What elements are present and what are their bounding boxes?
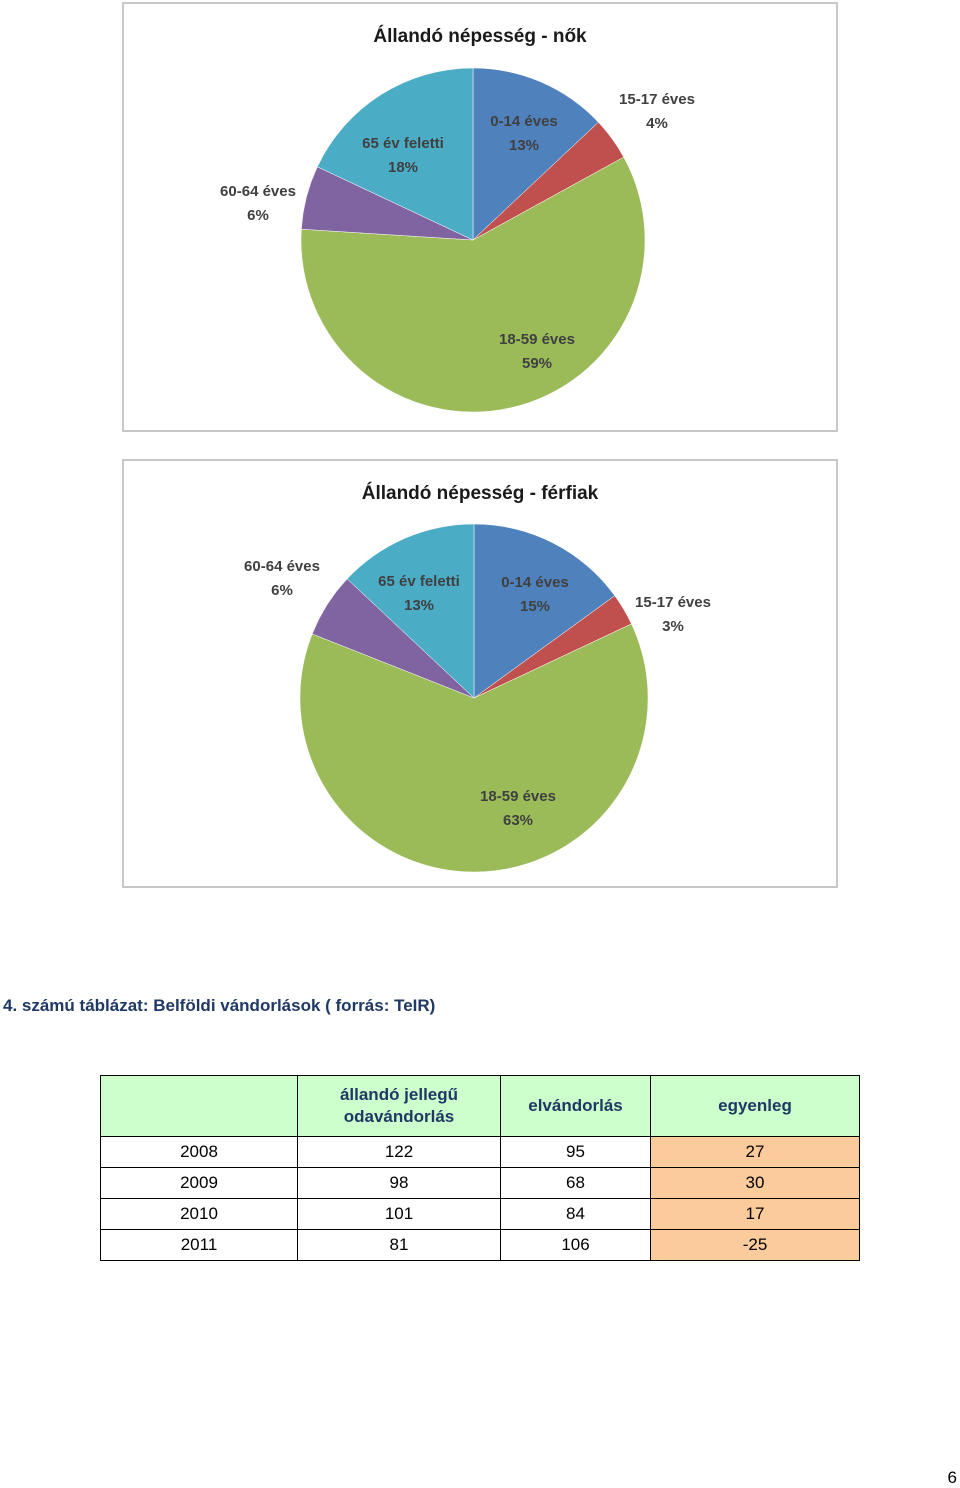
cell-balance: 17	[650, 1198, 860, 1230]
cell-year: 2009	[100, 1167, 298, 1199]
cell-out: 68	[500, 1167, 651, 1199]
pie-chart-men-svg: Állandó népesség - férfiak 0-14 éves 15% 15…	[244, 482, 711, 873]
cell-out: 84	[500, 1198, 651, 1230]
cell-out: 106	[500, 1229, 651, 1261]
chart-title: Állandó népesség - férfiak	[362, 482, 599, 504]
slice-label: 65 év feletti 18%	[362, 135, 444, 176]
cell-balance: -25	[650, 1229, 860, 1261]
table-row: 2011 81 106 -25	[100, 1229, 860, 1261]
slice-label: 18-59 éves 59%	[499, 331, 575, 372]
slice-label: 0-14 éves 15%	[501, 574, 569, 615]
chart-title: Állandó népesség - nők	[373, 25, 587, 47]
table-row: 2010 101 84 17	[100, 1198, 860, 1230]
pie-slice-65-év-feletti	[317, 67, 474, 241]
pie-chart-women-svg: Állandó népesség - nők 0-14 éves 13% 15-17 …	[220, 25, 695, 413]
cell-year: 2011	[100, 1229, 298, 1261]
slice-label: 65 év feletti 13%	[378, 573, 460, 614]
slice-label: 60-64 éves 6%	[220, 183, 296, 224]
slice-label: 18-59 éves 63%	[480, 788, 556, 829]
header-out-migration: elvándorlás	[500, 1075, 651, 1137]
pie-slice-18-59-éves	[299, 623, 649, 873]
header-year	[100, 1075, 298, 1137]
pie-chart-women: Állandó népesség - nők 0-14 éves 13% 15-17 …	[122, 2, 838, 432]
cell-in: 122	[297, 1136, 501, 1168]
cell-in: 101	[297, 1198, 501, 1230]
cell-balance: 27	[650, 1136, 860, 1168]
slice-label: 60-64 éves 6%	[244, 558, 320, 599]
header-balance: egyenleg	[650, 1075, 860, 1137]
page-number: 6	[947, 1468, 957, 1487]
pie-slice-65-év-feletti	[346, 523, 475, 699]
header-in-migration: állandó jellegű odavándorlás	[297, 1075, 501, 1137]
cell-year: 2010	[100, 1198, 298, 1230]
slice-label: 0-14 éves 13%	[490, 113, 558, 154]
migration-table: állandó jellegű odavándorlás elvándorlás…	[100, 1075, 860, 1261]
cell-balance: 30	[650, 1167, 860, 1199]
table-header-row: állandó jellegű odavándorlás elvándorlás…	[100, 1075, 860, 1137]
table-caption: 4. számú táblázat: Belföldi vándorlások …	[3, 996, 436, 1015]
pie-slice-0-14-éves	[472, 67, 599, 241]
cell-out: 95	[500, 1136, 651, 1168]
pie-slice-0-14-éves	[473, 523, 616, 699]
slice-label: 15-17 éves 3%	[635, 594, 711, 635]
pie-chart-men: Állandó népesség - férfiak 0-14 éves 15% 15…	[122, 459, 838, 888]
cell-in: 98	[297, 1167, 501, 1199]
pie-slice-18-59-éves	[300, 156, 646, 413]
cell-in: 81	[297, 1229, 501, 1261]
slice-label: 15-17 éves 4%	[619, 91, 695, 132]
table-row: 2008 122 95 27	[100, 1136, 860, 1168]
table-row: 2009 98 68 30	[100, 1167, 860, 1199]
cell-year: 2008	[100, 1136, 298, 1168]
